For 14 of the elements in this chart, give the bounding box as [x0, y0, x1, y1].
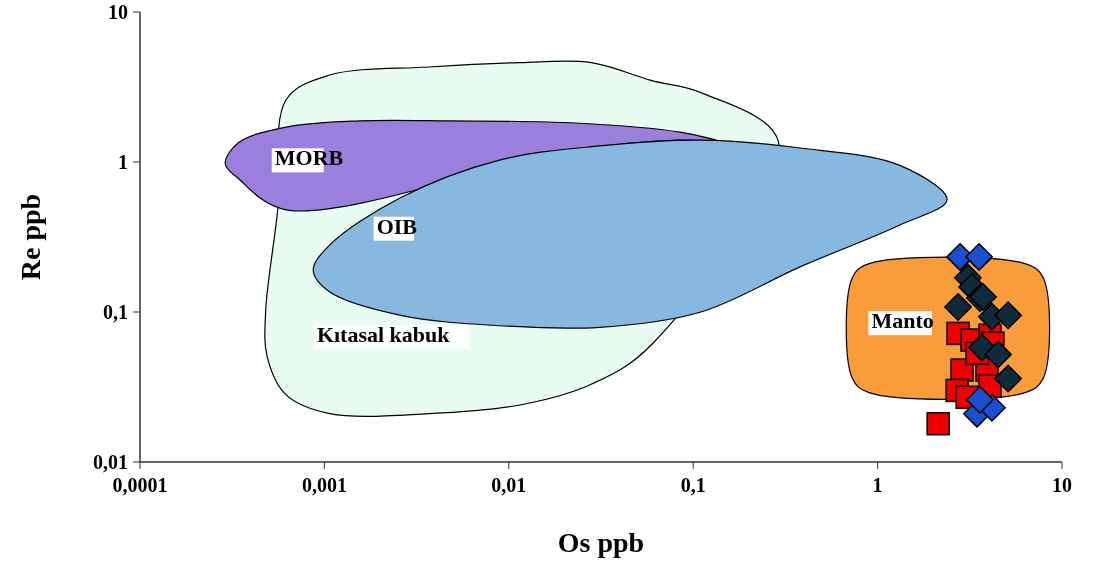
x-tick-label: 0,1	[680, 474, 706, 496]
series-label: MORB	[274, 145, 344, 171]
y-tick-label: 10	[108, 1, 128, 23]
x-tick-label: 0,0001	[112, 474, 168, 496]
y-tick-label: 0,1	[103, 301, 128, 323]
x-tick-label: 10	[1052, 474, 1072, 496]
x-tick-label: 1	[872, 474, 883, 496]
y-tick-label: 1	[118, 151, 128, 173]
x-tick-label: 0,01	[491, 474, 527, 496]
x-axis-title: Os ppb	[557, 527, 645, 558]
y-axis-title: Re ppb	[15, 193, 46, 281]
series-label: Kıtasal kabuk	[316, 322, 451, 348]
x-tick-label: 0,001	[301, 474, 347, 496]
y-tick-label: 0,01	[93, 451, 128, 473]
